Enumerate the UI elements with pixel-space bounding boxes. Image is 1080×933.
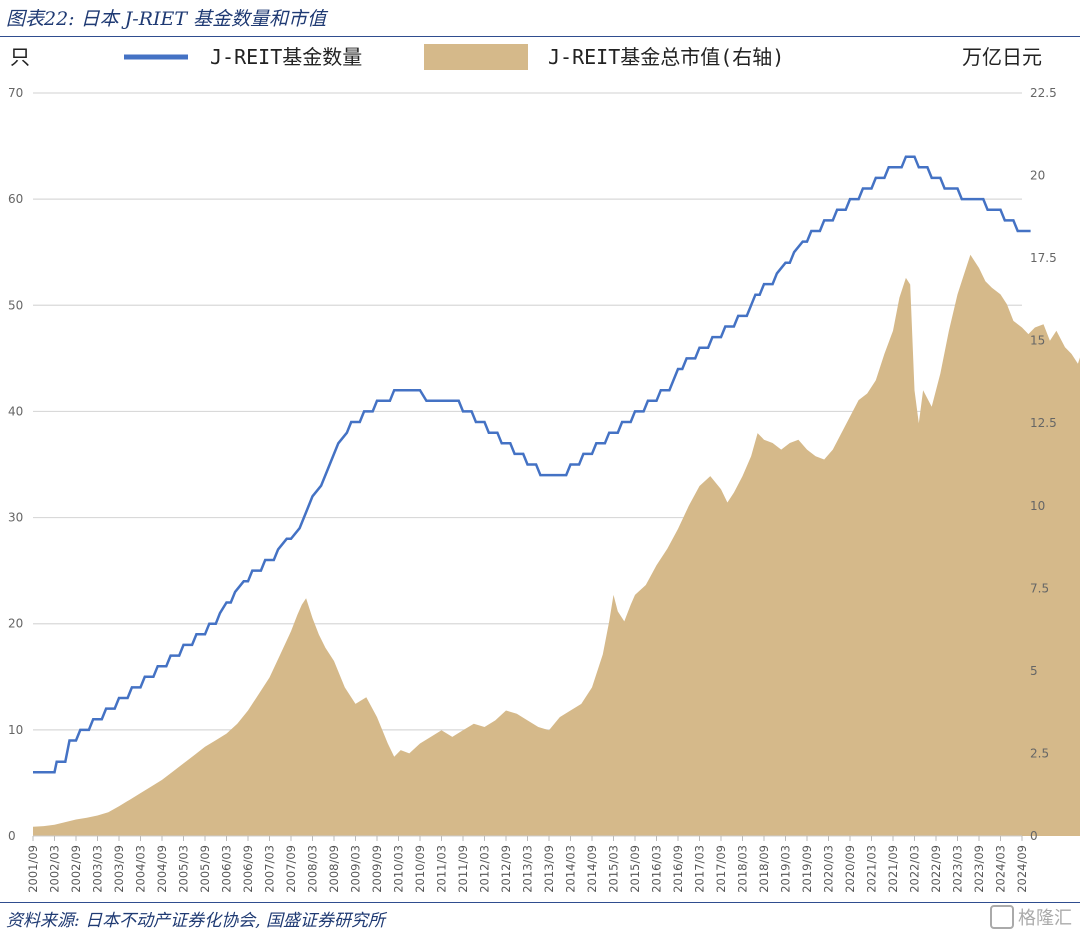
y-right-tick-label: 10 — [1030, 499, 1045, 513]
x-tick-label: 2022/09 — [929, 845, 943, 893]
x-tick-label: 2021/03 — [865, 845, 879, 893]
market-value-area — [33, 254, 1080, 836]
x-tick-label: 2015/03 — [607, 845, 621, 893]
y-left-tick-label: 10 — [8, 723, 23, 737]
y-left-tick-label: 70 — [8, 86, 23, 100]
x-tick-label: 2019/03 — [779, 845, 793, 893]
y-right-tick-label: 20 — [1030, 169, 1045, 183]
x-tick-label: 2008/03 — [306, 845, 320, 893]
y-right-tick-label: 22.5 — [1030, 86, 1057, 100]
source-note: 资料来源: 日本不动产证券化协会, 国盛证券研究所 — [6, 911, 385, 931]
y-left-tick-label: 30 — [8, 511, 23, 525]
x-tick-label: 2004/09 — [155, 845, 169, 893]
watermark-text: 格隆汇 — [1018, 908, 1072, 929]
y-right-tick-label: 17.5 — [1030, 251, 1057, 265]
x-tick-label: 2003/09 — [112, 845, 126, 893]
y-right-tick-label: 0 — [1030, 829, 1038, 843]
x-tick-label: 2004/03 — [134, 845, 148, 893]
legend-label-count: J-REIT基金数量 — [210, 45, 362, 69]
legend-swatch-area — [424, 44, 528, 70]
x-tick-label: 2021/09 — [886, 845, 900, 893]
y-right-tick-label: 7.5 — [1030, 581, 1049, 595]
x-tick-label: 2012/03 — [478, 845, 492, 893]
x-tick-label: 2007/03 — [263, 845, 277, 893]
x-tick-label: 2010/03 — [392, 845, 406, 893]
x-tick-label: 2014/09 — [585, 845, 599, 893]
legend-label-value: J-REIT基金总市值(右轴) — [548, 45, 784, 69]
x-tick-label: 2019/09 — [800, 845, 814, 893]
legend: J-REIT基金数量 J-REIT基金总市值(右轴) — [124, 44, 784, 70]
watermark-logo-icon — [990, 905, 1014, 929]
x-tick-label: 2023/09 — [972, 845, 986, 893]
x-tick-label: 2014/03 — [564, 845, 578, 893]
x-tick-label: 2016/09 — [671, 845, 685, 893]
x-tick-label: 2022/03 — [908, 845, 922, 893]
top-rule — [0, 36, 1080, 37]
x-tick-label: 2005/09 — [198, 845, 212, 893]
y-left-tick-label: 0 — [8, 829, 16, 843]
x-tick-label: 2002/03 — [48, 845, 62, 893]
watermark: 格隆汇 — [990, 904, 1072, 931]
x-tick-label: 2009/09 — [370, 845, 384, 893]
x-tick-label: 2023/03 — [951, 845, 965, 893]
x-tick-label: 2011/09 — [456, 845, 470, 893]
x-tick-label: 2003/03 — [91, 845, 105, 893]
x-tick-label: 2013/03 — [521, 845, 535, 893]
figure-title: 图表22: 日本 J-RIET 基金数量和市值 — [6, 8, 327, 30]
x-tick-label: 2001/09 — [26, 845, 40, 893]
y-right-tick-label: 2.5 — [1030, 746, 1049, 760]
x-tick-label: 2005/03 — [177, 845, 191, 893]
x-tick-label: 2016/03 — [650, 845, 664, 893]
y-right-tick-label: 5 — [1030, 664, 1038, 678]
y-left-tick-label: 60 — [8, 192, 23, 206]
x-tick-label: 2006/09 — [241, 845, 255, 893]
x-tick-label: 2017/03 — [693, 845, 707, 893]
x-tick-label: 2018/09 — [757, 845, 771, 893]
x-tick-label: 2009/03 — [349, 845, 363, 893]
x-tick-label: 2010/09 — [413, 845, 427, 893]
y-left-tick-label: 40 — [8, 404, 23, 418]
x-tick-label: 2024/03 — [994, 845, 1008, 893]
x-tick-label: 2008/09 — [327, 845, 341, 893]
y-right-tick-label: 15 — [1030, 334, 1045, 348]
x-tick-label: 2007/09 — [284, 845, 298, 893]
x-tick-label: 2012/09 — [499, 845, 513, 893]
bottom-rule — [0, 902, 1080, 903]
y-axis-left: 0 10 20 30 40 50 60 70 — [8, 86, 23, 843]
x-tick-label: 2006/03 — [220, 845, 234, 893]
left-axis-unit: 只 — [10, 45, 30, 69]
y-axis-right: 0 2.5 5 7.5 10 12.5 15 17.5 20 22.5 — [1030, 86, 1057, 843]
x-tick-label: 2015/09 — [628, 845, 642, 893]
x-tick-label: 2018/03 — [736, 845, 750, 893]
y-right-tick-label: 12.5 — [1030, 416, 1057, 430]
x-tick-label: 2024/09 — [1015, 845, 1029, 893]
x-axis: 2001/09 2002/03 2002/09 2003/03 2003/09 2004/… — [26, 836, 1029, 893]
x-tick-label: 2020/09 — [843, 845, 857, 893]
x-tick-label: 2017/09 — [714, 845, 728, 893]
right-axis-unit: 万亿日元 — [962, 45, 1042, 69]
y-left-tick-label: 50 — [8, 298, 23, 312]
x-tick-label: 2002/09 — [69, 845, 83, 893]
fund-count-line — [33, 155, 1031, 774]
x-tick-label: 2011/03 — [435, 845, 449, 893]
x-tick-label: 2020/03 — [822, 845, 836, 893]
x-tick-label: 2013/09 — [542, 845, 556, 893]
y-left-tick-label: 20 — [8, 617, 23, 631]
